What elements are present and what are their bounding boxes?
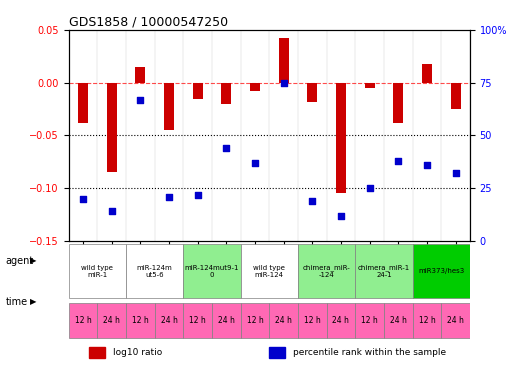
Text: agent: agent [5, 256, 34, 266]
Text: 24 h: 24 h [447, 316, 464, 325]
Point [394, 158, 402, 164]
Point [165, 194, 173, 200]
Point [451, 170, 460, 177]
Text: 24 h: 24 h [218, 316, 235, 325]
Text: miR-124m
ut5-6: miR-124m ut5-6 [137, 265, 173, 278]
Text: 24 h: 24 h [390, 316, 407, 325]
Point [136, 97, 145, 103]
Text: time: time [5, 297, 27, 307]
Text: miR373/hes3: miR373/hes3 [418, 268, 465, 274]
FancyBboxPatch shape [241, 244, 298, 298]
FancyBboxPatch shape [69, 244, 126, 298]
Text: 12 h: 12 h [132, 316, 149, 325]
Bar [364, 83, 375, 88]
FancyBboxPatch shape [441, 303, 470, 338]
Point [251, 160, 259, 166]
FancyBboxPatch shape [269, 303, 298, 338]
Text: 12 h: 12 h [419, 316, 435, 325]
FancyBboxPatch shape [298, 244, 355, 298]
Bar [221, 83, 231, 104]
Point [222, 145, 231, 151]
Bar [89, 347, 105, 358]
Bar [107, 83, 117, 172]
Bar [135, 67, 145, 83]
FancyBboxPatch shape [412, 303, 441, 338]
Bar [164, 83, 174, 130]
Text: percentile rank within the sample: percentile rank within the sample [294, 348, 447, 357]
FancyBboxPatch shape [126, 303, 155, 338]
Text: wild type
miR-1: wild type miR-1 [81, 265, 113, 278]
FancyBboxPatch shape [126, 244, 183, 298]
Bar [193, 83, 203, 99]
Point [337, 213, 345, 219]
Text: 24 h: 24 h [161, 316, 177, 325]
Text: log10 ratio: log10 ratio [113, 348, 162, 357]
Bar [250, 83, 260, 91]
Text: 12 h: 12 h [304, 316, 320, 325]
Bar [450, 83, 460, 109]
Text: 12 h: 12 h [189, 316, 206, 325]
Bar [279, 39, 289, 83]
Text: ▶: ▶ [30, 297, 36, 306]
Text: 24 h: 24 h [275, 316, 292, 325]
FancyBboxPatch shape [327, 303, 355, 338]
Text: ▶: ▶ [30, 256, 36, 265]
Text: 24 h: 24 h [103, 316, 120, 325]
FancyBboxPatch shape [97, 303, 126, 338]
Text: miR-124mut9-1
0: miR-124mut9-1 0 [185, 265, 239, 278]
Point [308, 198, 316, 204]
Text: 12 h: 12 h [247, 316, 263, 325]
FancyBboxPatch shape [69, 303, 97, 338]
Point [107, 209, 116, 214]
Text: chimera_miR-1
24-1: chimera_miR-1 24-1 [358, 264, 410, 278]
Point [365, 185, 374, 191]
FancyBboxPatch shape [298, 303, 327, 338]
FancyBboxPatch shape [355, 244, 412, 298]
Bar [336, 83, 346, 194]
Bar [422, 64, 432, 83]
Point [79, 196, 87, 202]
Text: 12 h: 12 h [74, 316, 91, 325]
Text: wild type
miR-124: wild type miR-124 [253, 265, 285, 278]
FancyBboxPatch shape [155, 303, 183, 338]
Text: 24 h: 24 h [333, 316, 350, 325]
FancyBboxPatch shape [355, 303, 384, 338]
Text: chimera_miR-
-124: chimera_miR- -124 [303, 264, 351, 278]
FancyBboxPatch shape [183, 303, 212, 338]
Bar [393, 83, 403, 123]
Point [423, 162, 431, 168]
FancyBboxPatch shape [241, 303, 269, 338]
Point [279, 80, 288, 86]
Bar [307, 83, 317, 102]
Text: GDS1858 / 10000547250: GDS1858 / 10000547250 [69, 16, 228, 29]
Point [193, 192, 202, 198]
Text: 12 h: 12 h [361, 316, 378, 325]
FancyBboxPatch shape [212, 303, 241, 338]
Bar [269, 347, 285, 358]
FancyBboxPatch shape [384, 303, 412, 338]
Bar [78, 83, 88, 123]
FancyBboxPatch shape [183, 244, 241, 298]
FancyBboxPatch shape [412, 244, 470, 298]
